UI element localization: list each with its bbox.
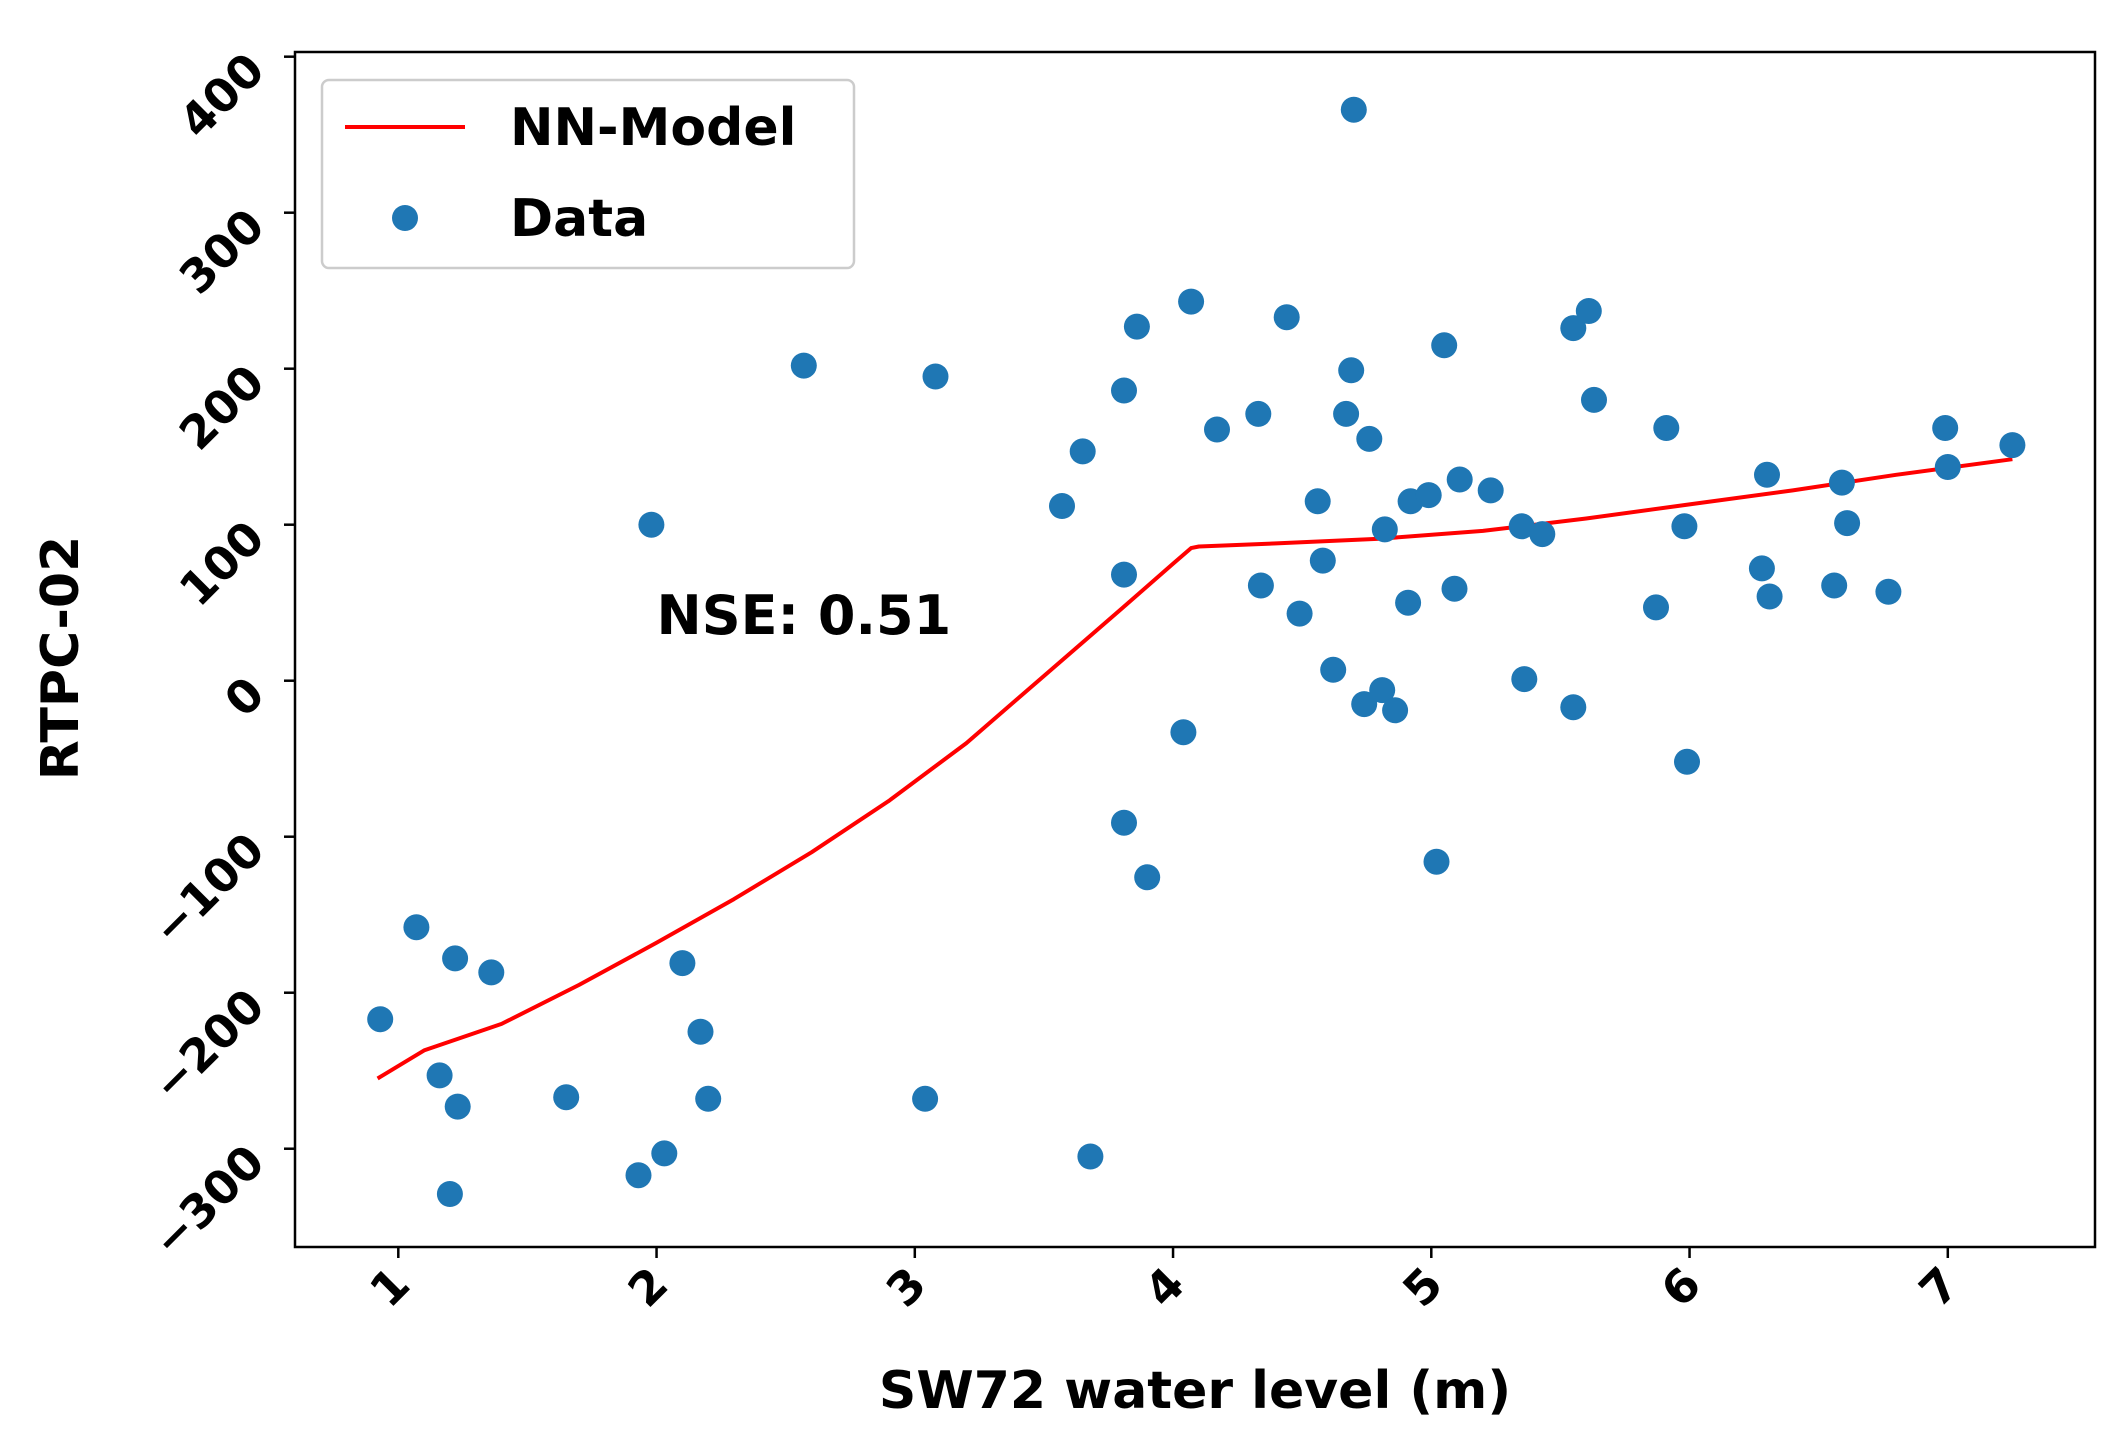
data-point xyxy=(1204,416,1230,443)
data-point xyxy=(1875,578,1902,605)
nse-annotation: NSE: 0.51 xyxy=(657,584,952,647)
legend-label-data: Data xyxy=(510,189,648,249)
data-point xyxy=(1441,575,1468,602)
data-point xyxy=(1756,583,1783,610)
data-point xyxy=(1431,332,1458,359)
plot-frame xyxy=(293,50,2097,1249)
data-point xyxy=(1049,493,1075,519)
data-point xyxy=(1111,377,1137,404)
data-point xyxy=(1170,719,1197,746)
data-point xyxy=(1309,547,1336,574)
data-point xyxy=(1999,432,2026,459)
data-point xyxy=(1934,454,1961,480)
data-point xyxy=(1529,521,1556,548)
data-point xyxy=(1560,694,1587,721)
data-point xyxy=(1932,415,1959,441)
data-point xyxy=(1245,400,1272,427)
data-point xyxy=(1338,357,1365,384)
data-point xyxy=(1581,386,1607,413)
nn-model-line xyxy=(376,457,2013,1081)
data-point xyxy=(1340,96,1367,123)
data-point xyxy=(1371,516,1398,543)
data-point xyxy=(1286,600,1313,627)
data-point xyxy=(426,1062,453,1089)
data-point xyxy=(695,1085,722,1112)
data-point xyxy=(1754,461,1780,488)
data-point xyxy=(638,511,665,538)
data-point xyxy=(790,352,817,379)
data-point xyxy=(1395,589,1422,616)
data-point xyxy=(687,1018,714,1045)
data-point xyxy=(1828,469,1855,496)
y-axis-label: RTPC-02 xyxy=(31,536,91,781)
data-point xyxy=(1446,466,1473,493)
data-point xyxy=(1178,288,1205,315)
data-point xyxy=(1123,313,1150,340)
data-point xyxy=(1351,691,1378,718)
data-point xyxy=(1111,809,1137,836)
data-point xyxy=(1134,864,1161,891)
data-point xyxy=(922,363,949,390)
data-point xyxy=(1508,513,1535,540)
data-point xyxy=(553,1084,580,1111)
data-point xyxy=(436,1181,463,1207)
data-point xyxy=(1111,561,1137,588)
data-point xyxy=(1273,304,1300,331)
x-axis-label: SW72 water level (m) xyxy=(879,1361,1511,1421)
data-point xyxy=(651,1140,678,1167)
data-point xyxy=(1821,572,1848,599)
data-point xyxy=(1415,482,1442,509)
legend-marker-swatch xyxy=(392,205,418,231)
data-point xyxy=(403,914,430,941)
plot-area xyxy=(367,96,2026,1207)
data-point xyxy=(1320,656,1347,683)
legend-label-nn-model: NN-Model xyxy=(510,98,796,158)
data-point xyxy=(625,1162,652,1189)
data-point xyxy=(1643,594,1669,621)
data-point xyxy=(478,959,505,986)
data-point xyxy=(1247,572,1274,599)
legend: NN-Model Data xyxy=(320,78,856,270)
data-point xyxy=(1077,1143,1104,1170)
data-point xyxy=(442,945,469,972)
data-point xyxy=(1748,555,1775,582)
data-point xyxy=(1369,677,1396,704)
data-point xyxy=(1333,400,1360,427)
data-point xyxy=(1671,513,1698,540)
data-point xyxy=(1477,477,1504,504)
data-point xyxy=(444,1093,471,1120)
data-point xyxy=(1560,315,1587,342)
data-point xyxy=(1511,666,1538,693)
data-point xyxy=(1834,510,1861,537)
data-point xyxy=(1069,438,1096,465)
data-point xyxy=(1382,697,1409,724)
data-point xyxy=(912,1085,939,1112)
data-point xyxy=(1356,425,1383,452)
data-point xyxy=(1653,415,1680,441)
data-point xyxy=(1304,488,1331,515)
data-point xyxy=(367,1006,394,1033)
data-point xyxy=(669,950,696,977)
data-point xyxy=(1674,748,1700,775)
data-point xyxy=(1575,298,1602,324)
data-point xyxy=(1423,848,1450,875)
